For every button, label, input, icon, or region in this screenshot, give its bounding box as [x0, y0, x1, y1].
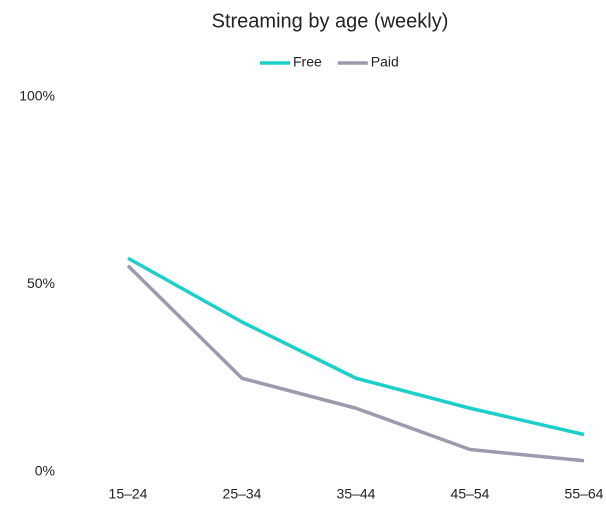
line-series [126, 264, 585, 463]
legend-label: Free [293, 54, 322, 70]
line-series [127, 256, 585, 437]
x-tick-label: 15–24 [109, 486, 148, 502]
y-tick-label: 0% [35, 463, 55, 479]
chart-title: Streaming by age (weekly) [212, 10, 449, 32]
x-tick-label: 35–44 [337, 486, 376, 502]
x-tick-label: 55–64 [565, 486, 604, 502]
y-tick-label: 50% [27, 275, 55, 291]
x-tick-label: 25–34 [223, 486, 262, 502]
x-tick-label: 45–54 [451, 486, 490, 502]
legend-label: Paid [371, 54, 399, 70]
y-tick-label: 100% [19, 88, 55, 104]
